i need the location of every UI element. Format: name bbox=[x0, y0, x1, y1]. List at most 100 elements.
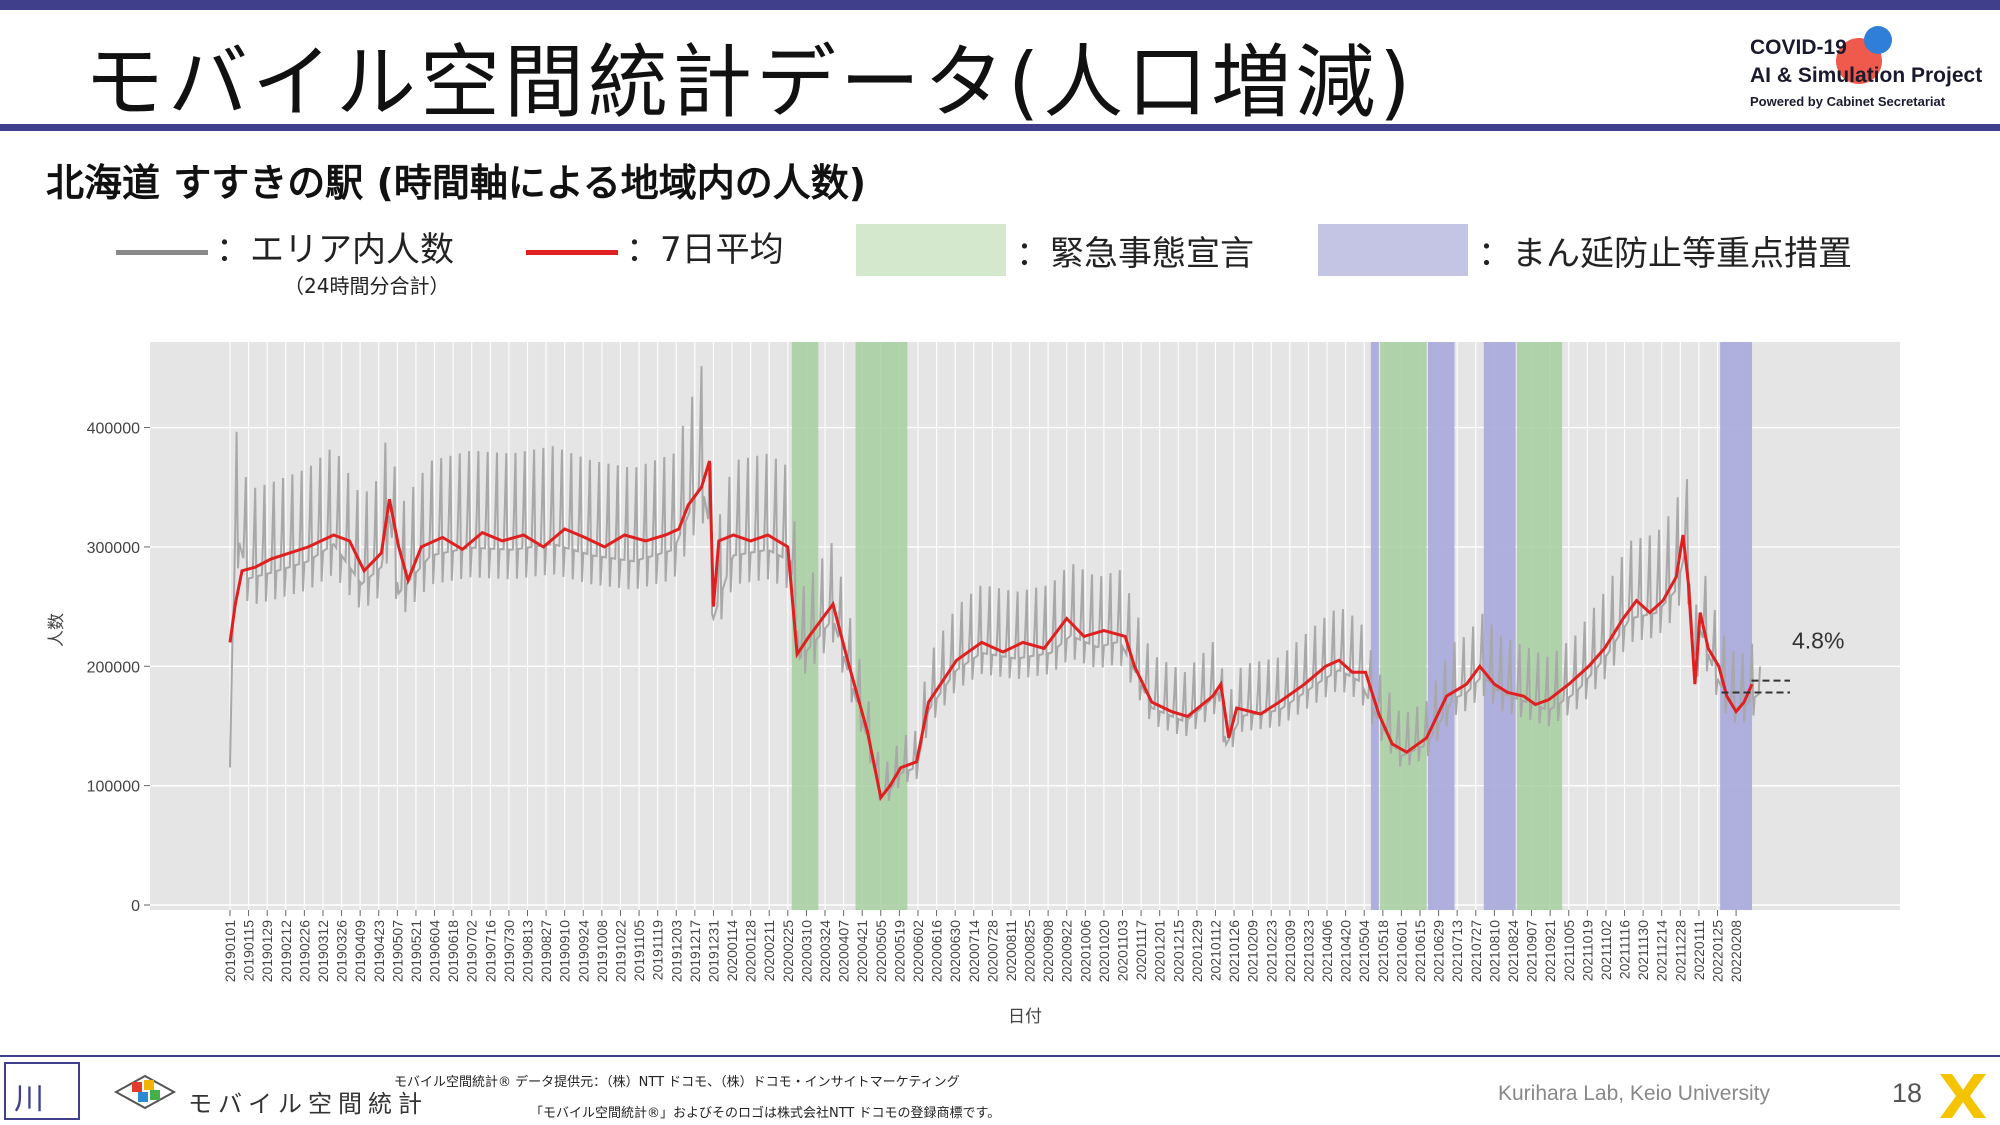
annotation-group: 4.8% bbox=[1721, 627, 1844, 694]
chart-subtitle: 北海道 すすきの駅 (時間軸による地域内の人数) bbox=[46, 161, 867, 205]
x-tick-label: 20210713 bbox=[1449, 920, 1465, 983]
x-tick-label: 20211005 bbox=[1561, 920, 1577, 981]
x-tick-label: 20210810 bbox=[1486, 920, 1502, 983]
x-axis-label: 日付 bbox=[1008, 1007, 1042, 1027]
x-tick-label: 20190813 bbox=[520, 920, 536, 983]
period-bands bbox=[791, 342, 1753, 910]
x-tick-label: 20201215 bbox=[1170, 920, 1186, 983]
x-tick-label: 20210126 bbox=[1226, 920, 1242, 983]
x-tick-label: 20200728 bbox=[984, 920, 1000, 983]
series-lines bbox=[228, 366, 1761, 802]
legend-purple-box-icon bbox=[1318, 224, 1468, 276]
x-tick-label: 20210309 bbox=[1282, 920, 1298, 983]
x-tick-label: 20190115 bbox=[241, 920, 257, 981]
page-title: モバイル空間統計データ(人口増減) bbox=[84, 36, 1415, 129]
x-tick-label: 20211102 bbox=[1598, 920, 1614, 980]
x-tick-label: 20190716 bbox=[482, 920, 498, 983]
legend-emergency-label: ：緊急事態宣言 bbox=[1016, 234, 1254, 274]
x-tick-label: 20200324 bbox=[817, 920, 833, 983]
x-tick-label: 20200211 bbox=[761, 920, 777, 981]
x-brand-icon bbox=[1940, 1074, 1986, 1118]
x-tick-label: 20210420 bbox=[1338, 920, 1354, 983]
logo-line2: AI & Simulation Project bbox=[1750, 64, 1983, 87]
x-tick-label: 20200602 bbox=[910, 920, 926, 983]
x-tick-label: 20190924 bbox=[575, 920, 591, 983]
priority-band bbox=[1483, 342, 1516, 910]
x-tick-label: 20220125 bbox=[1710, 920, 1726, 983]
x-tick-label: 20200114 bbox=[724, 920, 740, 981]
x-tick-label: 20201229 bbox=[1189, 920, 1205, 983]
x-tick-label: 20191105 bbox=[631, 920, 647, 981]
lab-logo-icon: 川 bbox=[4, 1062, 80, 1120]
x-tick-label: 20190409 bbox=[352, 920, 368, 983]
logo-line3: Powered by Cabinet Secretariat bbox=[1750, 94, 1946, 109]
legend-area-count-note: （24時間分合計） bbox=[284, 274, 450, 298]
x-tick-label: 20210629 bbox=[1431, 920, 1447, 983]
legend-area-count-label: ：エリア内人数 bbox=[216, 230, 454, 270]
footer-credit-1: モバイル空間統計® データ提供元：（株）NTT ドコモ、（株）ドコモ・インサイト… bbox=[394, 1075, 960, 1090]
legend-gray-line-icon bbox=[116, 250, 208, 255]
y-tick-label: 300000 bbox=[87, 540, 140, 557]
x-tick-label: 20210727 bbox=[1468, 920, 1484, 983]
x-tick-label: 20200811 bbox=[1003, 920, 1019, 981]
priority-band bbox=[1370, 342, 1379, 910]
y-axis-label: 人数 bbox=[47, 613, 67, 647]
x-tick-label: 20191119 bbox=[650, 920, 666, 980]
legend-green-box-icon bbox=[856, 224, 1006, 276]
x-tick-label: 20190730 bbox=[501, 920, 517, 983]
x-tick-label: 20200825 bbox=[1022, 920, 1038, 983]
x-tick-label: 20200310 bbox=[798, 920, 814, 983]
annotation-label: 4.8% bbox=[1792, 627, 1844, 653]
x-tick-label: 20210518 bbox=[1375, 920, 1391, 983]
x-tick-label: 20201103 bbox=[1115, 920, 1131, 981]
series-line-avg bbox=[228, 460, 1754, 802]
x-tick-label: 20190618 bbox=[445, 920, 461, 983]
y-tick-label: 100000 bbox=[87, 779, 140, 796]
x-tick-label: 20210615 bbox=[1412, 920, 1428, 983]
x-tick-label: 20211214 bbox=[1654, 920, 1670, 981]
x-tick-label: 20190423 bbox=[371, 920, 387, 983]
x-tick-label: 20201006 bbox=[1077, 920, 1093, 983]
x-tick-label: 20190521 bbox=[408, 920, 424, 983]
x-tick-label: 20211019 bbox=[1579, 920, 1595, 981]
x-tick-label: 20200519 bbox=[891, 920, 907, 983]
x-axis-ticks: 20190101 20190115 20190129 20190212 20190226… bbox=[222, 910, 1744, 982]
x-tick-label: 20211116 bbox=[1617, 920, 1633, 979]
x-tick-label: 20210406 bbox=[1319, 920, 1335, 983]
x-tick-label: 20210323 bbox=[1300, 920, 1316, 983]
x-tick-label: 20200616 bbox=[929, 920, 945, 983]
x-tick-label: 20200714 bbox=[966, 920, 982, 983]
x-tick-label: 20190326 bbox=[334, 920, 350, 983]
x-tick-label: 20190702 bbox=[464, 920, 480, 983]
legend-red-line-icon bbox=[526, 250, 618, 255]
top-bar bbox=[0, 0, 2000, 10]
y-tick-label: 200000 bbox=[87, 659, 140, 676]
x-tick-label: 20190129 bbox=[259, 920, 275, 983]
priority-band bbox=[1720, 342, 1753, 910]
x-tick-label: 20190312 bbox=[315, 920, 331, 983]
x-tick-label: 20220208 bbox=[1728, 920, 1744, 983]
x-tick-label: 20210907 bbox=[1524, 920, 1540, 983]
x-tick-label: 20211228 bbox=[1672, 920, 1688, 981]
footer-brand: モバイル空間統計 bbox=[188, 1090, 428, 1118]
legend-priority-label: ：まん延防止等重点措置 bbox=[1478, 234, 1852, 274]
emergency-band bbox=[1380, 342, 1427, 910]
logo-line1: COVID-19 bbox=[1750, 36, 1847, 59]
x-tick-label: 20200421 bbox=[854, 920, 870, 983]
x-tick-label: 20190101 bbox=[222, 920, 238, 983]
x-tick-label: 20190507 bbox=[389, 920, 405, 983]
x-tick-label: 20201117 bbox=[1133, 920, 1149, 980]
x-tick-label: 20191217 bbox=[687, 920, 703, 983]
x-tick-label: 20210601 bbox=[1393, 920, 1409, 983]
series-line-raw bbox=[229, 366, 1761, 801]
project-logo: COVID-19 AI & Simulation Project Powered… bbox=[1740, 20, 1990, 120]
legend-avg7-label: ：7日平均 bbox=[626, 230, 784, 270]
x-tick-label: 20190212 bbox=[278, 920, 294, 983]
x-tick-label: 20200407 bbox=[836, 920, 852, 983]
x-tick-label: 20210223 bbox=[1263, 920, 1279, 983]
x-tick-label: 20191203 bbox=[668, 920, 684, 983]
x-tick-label: 20200922 bbox=[1059, 920, 1075, 983]
x-tick-label: 20200225 bbox=[780, 920, 796, 983]
x-tick-label: 20191022 bbox=[612, 920, 628, 983]
x-tick-label: 20220111 bbox=[1691, 920, 1707, 980]
